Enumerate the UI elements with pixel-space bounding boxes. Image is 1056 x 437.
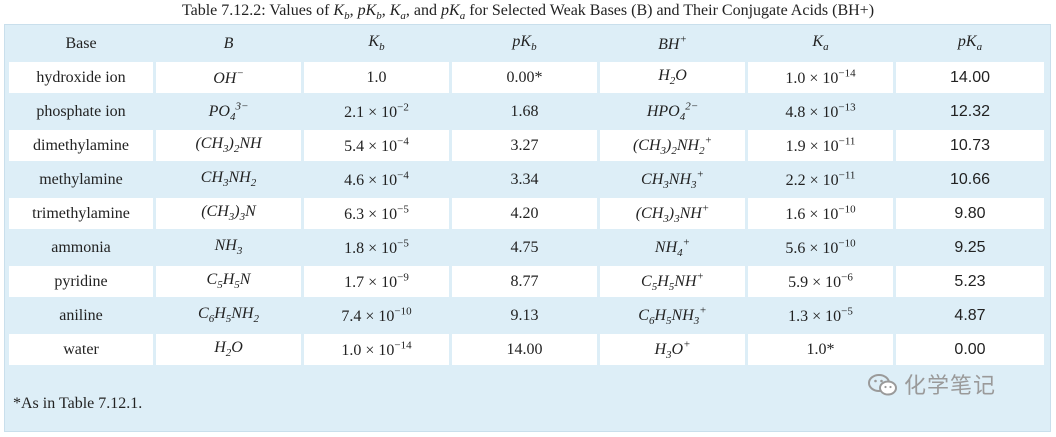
cell-pkb: 3.27 (452, 130, 597, 161)
cell-kb: 1.8 × 10−5 (304, 232, 449, 263)
table-row: water H2O 1.0 × 10−14 14.00 H3O+ 1.0* 0.00 (9, 334, 1044, 365)
cell-base: hydroxide ion (9, 62, 153, 93)
cell-conjugate-acid: C5H5NH+ (600, 266, 745, 297)
wechat-logo-icon (868, 374, 898, 396)
cell-ka: 1.9 × 10−11 (748, 130, 893, 161)
cell-base: dimethylamine (9, 130, 153, 161)
cell-pkb: 9.13 (452, 300, 597, 331)
cell-pkb: 14.00 (452, 334, 597, 365)
cell-base: phosphate ion (9, 96, 153, 127)
table-row: methylamine CH3NH2 4.6 × 10−4 3.34 CH3NH3+ 2.… (9, 164, 1044, 195)
cell-pka: 10.73 (896, 130, 1044, 161)
cell-kb: 1.0 (304, 62, 449, 93)
cell-kb: 2.1 × 10−2 (304, 96, 449, 127)
cell-ka: 1.0 × 10−14 (748, 62, 893, 93)
header-kb: Kb (368, 33, 385, 54)
cell-formula: PO43− (156, 96, 301, 127)
cell-pkb: 3.34 (452, 164, 597, 195)
cell-ka: 1.6 × 10−10 (748, 198, 893, 229)
cell-pka: 9.25 (896, 232, 1044, 263)
cell-formula: OH− (156, 62, 301, 93)
cell-conjugate-acid: CH3NH3+ (600, 164, 745, 195)
cell-pka: 12.32 (896, 96, 1044, 127)
cell-kb: 7.4 × 10−10 (304, 300, 449, 331)
data-table-container: Base B Kb pKb BH+ Ka pKa hydroxide ion OH… (4, 24, 1051, 432)
table-row: pyridine C5H5N 1.7 × 10−9 8.77 C5H5NH+ 5.9 × … (9, 266, 1044, 297)
header-row: Base B Kb pKb BH+ Ka pKa (9, 28, 1044, 59)
cell-pka: 9.80 (896, 198, 1044, 229)
cell-formula: CH3NH2 (156, 164, 301, 195)
footnote: *As in Table 7.12.1. (13, 395, 143, 412)
cell-base: methylamine (9, 164, 153, 195)
cell-base: pyridine (9, 266, 153, 297)
cell-formula: H2O (156, 334, 301, 365)
cell-ka: 4.8 × 10−13 (748, 96, 893, 127)
header-bh: BH+ (658, 33, 687, 53)
table-row: aniline C6H5NH2 7.4 × 10−10 9.13 C6H5NH3+ 1.3… (9, 300, 1044, 331)
cell-pka: 4.87 (896, 300, 1044, 331)
cell-pkb: 4.20 (452, 198, 597, 229)
data-table: Base B Kb pKb BH+ Ka pKa hydroxide ion OH… (6, 25, 1047, 368)
cell-pkb: 4.75 (452, 232, 597, 263)
header-b: B (223, 34, 234, 52)
cell-pkb: 1.68 (452, 96, 597, 127)
cell-kb: 4.6 × 10−4 (304, 164, 449, 195)
cell-formula: (CH3)2NH (156, 130, 301, 161)
table-row: phosphate ion PO43− 2.1 × 10−2 1.68 HPO42− 4.… (9, 96, 1044, 127)
cell-pka: 5.23 (896, 266, 1044, 297)
cell-kb: 5.4 × 10−4 (304, 130, 449, 161)
watermark-text: 化学笔记 (904, 374, 997, 399)
cell-base: aniline (9, 300, 153, 331)
table-row: hydroxide ion OH− 1.0 0.00* H2O 1.0 × 10−14 14… (9, 62, 1044, 93)
cell-conjugate-acid: (CH3)2NH2+ (600, 130, 745, 161)
cell-kb: 1.0 × 10−14 (304, 334, 449, 365)
cell-kb: 6.3 × 10−5 (304, 198, 449, 229)
cell-formula: NH3 (156, 232, 301, 263)
cell-base: ammonia (9, 232, 153, 263)
header-base: Base (65, 34, 97, 52)
header-pkb: pKb (512, 33, 537, 54)
cell-ka: 1.0* (748, 334, 893, 365)
cell-pkb: 8.77 (452, 266, 597, 297)
cell-ka: 5.9 × 10−6 (748, 266, 893, 297)
header-pka: pKa (957, 33, 983, 54)
cell-pka: 10.66 (896, 164, 1044, 195)
caption-text: Table 7.12.2: Values of Kb, pKb, Ka, and… (181, 2, 875, 23)
cell-formula: C6H5NH2 (156, 300, 301, 331)
cell-base: water (9, 334, 153, 365)
cell-ka: 2.2 × 10−11 (748, 164, 893, 195)
watermark: 化学笔记 (868, 368, 996, 400)
cell-formula: C5H5N (156, 266, 301, 297)
cell-formula: (CH3)3N (156, 198, 301, 229)
cell-conjugate-acid: C6H5NH3+ (600, 300, 745, 331)
table-row: trimethylamine (CH3)3N 6.3 × 10−5 4.20 (CH3)… (9, 198, 1044, 229)
table-caption: Table 7.12.2: Values of Kb, pKb, Ka, and… (0, 2, 1056, 22)
cell-conjugate-acid: HPO42− (600, 96, 745, 127)
cell-base: trimethylamine (9, 198, 153, 229)
cell-conjugate-acid: (CH3)3NH+ (600, 198, 745, 229)
cell-conjugate-acid: H3O+ (600, 334, 745, 365)
table-body: hydroxide ion OH− 1.0 0.00* H2O 1.0 × 10−14 14… (9, 62, 1044, 365)
cell-ka: 1.3 × 10−5 (748, 300, 893, 331)
cell-pka: 0.00 (896, 334, 1044, 365)
cell-pka: 14.00 (896, 62, 1044, 93)
cell-conjugate-acid: NH4+ (600, 232, 745, 263)
cell-pkb: 0.00* (452, 62, 597, 93)
cell-conjugate-acid: H2O (600, 62, 745, 93)
cell-kb: 1.7 × 10−9 (304, 266, 449, 297)
table-row: ammonia NH3 1.8 × 10−5 4.75 NH4+ 5.6 × 10−10 9… (9, 232, 1044, 263)
cell-ka: 5.6 × 10−10 (748, 232, 893, 263)
table-row: dimethylamine (CH3)2NH 5.4 × 10−4 3.27 (CH3)… (9, 130, 1044, 161)
header-ka: Ka (812, 33, 829, 54)
